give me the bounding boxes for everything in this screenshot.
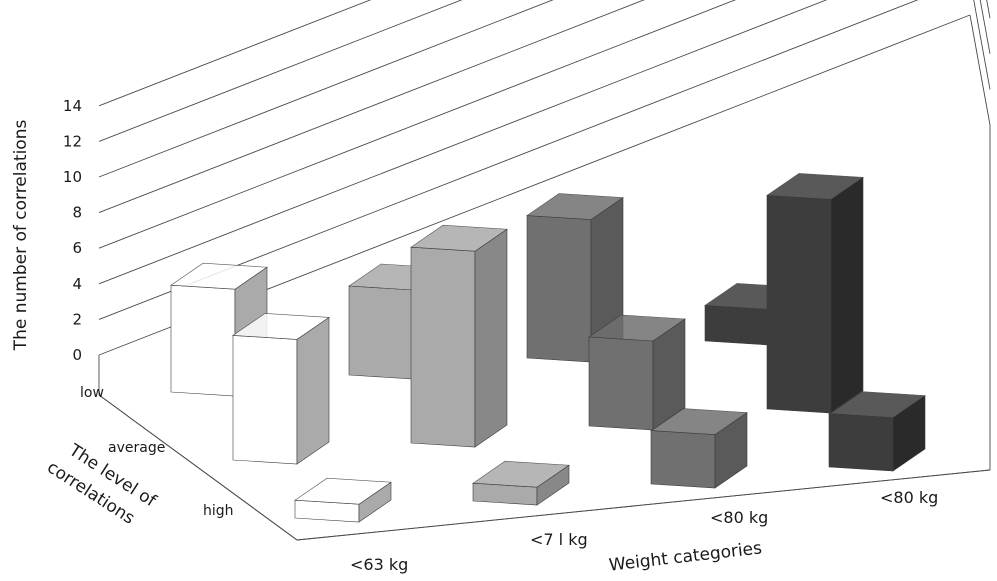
bar-top-1-3 [766, 173, 864, 200]
depth-tick-0: low [80, 385, 104, 401]
bar-front-0-3 [704, 305, 770, 346]
depth-tick-2: high [203, 503, 234, 519]
depth-tick-1: average [108, 440, 165, 456]
gridline-side-2 [979, 0, 991, 54]
bar-front-2-3 [828, 413, 894, 472]
bar-0-2 [526, 193, 624, 363]
x-axis-title: Weight categories [608, 538, 763, 575]
bar-front-1-3 [766, 195, 832, 414]
floor-left-edge [98, 394, 298, 541]
y-tick-2: 4 [72, 275, 82, 293]
bar-1-0 [232, 313, 330, 465]
bar-1-3 [766, 173, 864, 414]
y-tick-0: 0 [72, 346, 82, 364]
bar-2-2 [650, 408, 748, 489]
x-tick-3: <80 kg [880, 488, 938, 507]
bar-top-0-0 [170, 262, 268, 290]
bar-front-2-2 [650, 430, 716, 489]
y-tick-5: 10 [63, 168, 82, 186]
x-tick-0: <63 kg [350, 555, 408, 574]
gridline-back-1 [98, 0, 919, 320]
y-tick-4: 8 [72, 204, 82, 222]
bar-top-2-1 [472, 460, 570, 488]
bar-front-1-0 [232, 335, 298, 465]
bar-top-0-2 [526, 193, 624, 220]
y-axis-title: The number of correlations [11, 120, 31, 352]
gridline-side-3 [986, 0, 991, 19]
y-tick-1: 2 [72, 310, 82, 328]
gridline-back-2 [98, 0, 828, 285]
bar-top-2-3 [828, 391, 926, 418]
floor-front-edge [296, 469, 991, 541]
gridline-side-0 [969, 14, 991, 126]
bar-front-1-2 [588, 336, 654, 431]
bar-front-1-1 [410, 246, 476, 448]
bar-0-0 [170, 262, 268, 397]
bar-top-1-1 [410, 224, 508, 252]
x-tick-1: <7 l kg [530, 530, 588, 549]
gridline-back-4 [98, 0, 645, 214]
bar-side-1-1 [474, 228, 508, 448]
bar-1-2 [588, 314, 686, 431]
bar-side-1-0 [296, 316, 330, 465]
gridline-side-1 [973, 0, 991, 90]
bar-front-0-0 [170, 284, 236, 397]
bar-2-0 [294, 477, 392, 523]
gridline-back-7 [98, 0, 372, 107]
y-tick-3: 6 [72, 239, 82, 257]
bar-top-1-0 [232, 313, 330, 340]
bar-side-1-3 [830, 176, 864, 414]
y-tick-6: 12 [63, 132, 82, 150]
bar-top-1-2 [588, 314, 686, 342]
bar-front-0-1 [348, 285, 414, 380]
gridline-back-3 [98, 0, 737, 249]
bar-2-3 [828, 391, 926, 472]
bar-front-0-2 [526, 215, 592, 363]
bar-top-2-2 [650, 408, 748, 435]
bar-2-1 [472, 460, 570, 506]
gridline-back-6 [98, 0, 463, 142]
grid [98, 0, 991, 541]
y-tick-7: 14 [63, 97, 82, 115]
x-tick-2: <80 kg [710, 508, 768, 527]
bars [170, 173, 926, 523]
bar-top-2-0 [294, 477, 392, 505]
bar-1-1 [410, 224, 508, 448]
gridline-back-5 [98, 0, 554, 178]
